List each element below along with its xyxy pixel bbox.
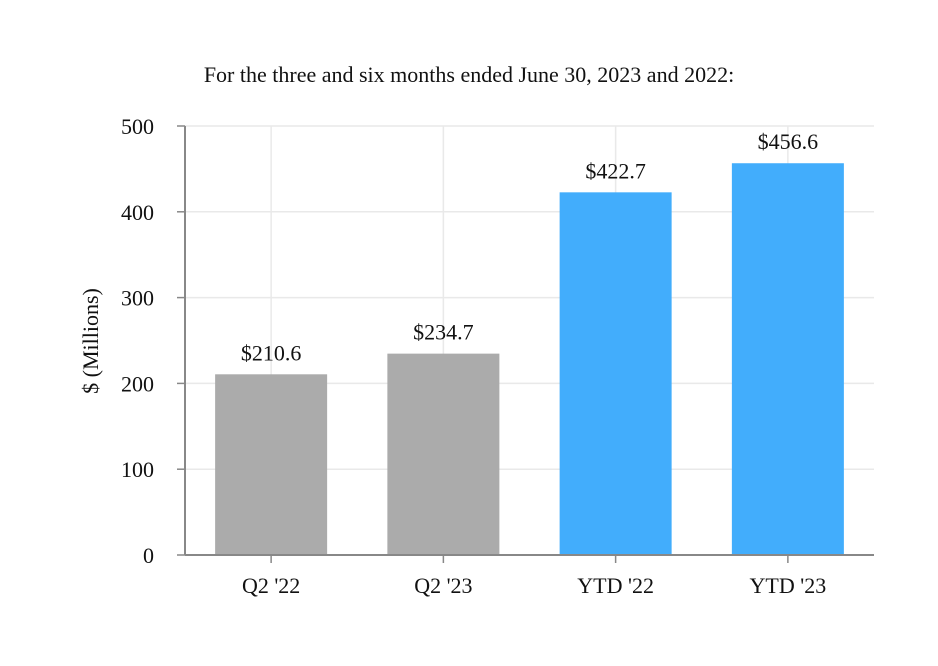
y-tick-label: 300 [121,286,154,311]
chart-title: For the three and six months ended June … [204,62,734,87]
bar [731,163,844,556]
x-gridlines [270,126,789,555]
data-labels: $210.6 $234.7 $422.7 $456.6 [241,129,818,365]
bar [387,353,500,555]
bar-data-label: $210.6 [241,340,302,365]
y-axis-ticks: 0 100 200 300 400 500 [121,114,185,568]
y-tick-label: 200 [121,371,154,396]
x-tick-label: Q2 '23 [414,573,472,598]
y-tick-label: 500 [121,114,154,139]
x-axis-ticks: Q2 '22 Q2 '23 YTD '22 YTD '23 [242,555,826,598]
x-tick-label: YTD '23 [750,573,827,598]
bar-data-label: $422.7 [585,158,646,183]
bar [215,374,328,555]
bar-data-label: $234.7 [413,320,474,345]
x-tick-label: YTD '22 [577,573,654,598]
y-tick-label: 0 [143,543,154,568]
bars [215,163,844,556]
y-tick-label: 100 [121,457,154,482]
y-axis-label: $ (Millions) [78,288,103,394]
y-tick-label: 400 [121,200,154,225]
bar [559,192,672,555]
x-tick-label: Q2 '22 [242,573,300,598]
bar-data-label: $456.6 [758,129,819,154]
